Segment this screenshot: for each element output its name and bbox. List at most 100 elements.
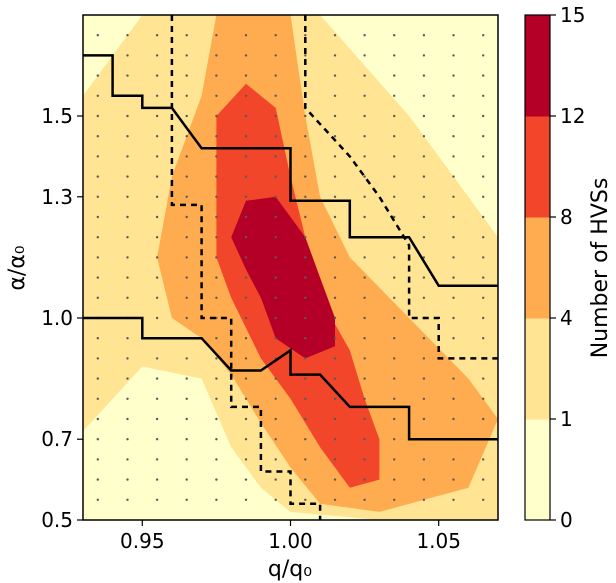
sample-dot (244, 195, 248, 198)
sample-dot (215, 74, 218, 77)
sample-dot (96, 276, 100, 279)
sample-dot (482, 54, 485, 57)
sample-dot (215, 337, 218, 340)
sample-dot (393, 337, 396, 340)
sample-dot (363, 74, 366, 77)
sample-dot (304, 316, 307, 320)
sample-dot (155, 54, 159, 57)
sample-dot (393, 417, 396, 421)
sample-dot (244, 215, 248, 219)
sample-dot (185, 175, 188, 178)
sample-dot (482, 175, 485, 178)
sample-dot (482, 256, 485, 259)
sample-dot (482, 478, 485, 481)
x-axis-ticks: 0.95 1.00 1.05 (120, 520, 461, 553)
sample-dot (185, 215, 188, 219)
sample-dot (422, 417, 426, 421)
sample-dot (185, 397, 188, 400)
x-axis-label: q/q₀ (268, 557, 312, 582)
sample-dot (274, 256, 277, 259)
sample-dot (185, 34, 188, 37)
sample-dot (333, 135, 337, 138)
colorbar-segment (525, 116, 550, 218)
sample-dot (393, 296, 396, 299)
sample-dot (482, 34, 485, 37)
sample-dot (155, 175, 159, 178)
y-tick-label: 1.0 (41, 306, 73, 330)
sample-dot (422, 256, 426, 259)
sample-dot (422, 74, 426, 77)
sample-dot (185, 316, 188, 320)
sample-dot (244, 135, 248, 138)
y-tick-label: 1.5 (41, 104, 73, 128)
sample-dot (422, 94, 426, 98)
sample-dot (363, 316, 366, 320)
sample-dot (363, 498, 366, 501)
sample-dot (393, 114, 396, 118)
sample-dot (96, 458, 100, 461)
sample-dot (452, 54, 455, 57)
sample-dot (244, 74, 248, 77)
sample-dot (274, 34, 277, 37)
sample-dot (126, 296, 129, 299)
sample-dot (185, 54, 188, 57)
sample-dot (422, 114, 426, 118)
sample-dot (452, 377, 455, 380)
sample-dot (274, 397, 277, 400)
solid-boundary-upper (83, 54, 498, 287)
sample-dot (185, 114, 188, 118)
sample-dot (274, 215, 277, 219)
sample-dot (215, 438, 218, 441)
sample-dot (244, 397, 248, 400)
sample-dot (452, 236, 455, 239)
sample-dot (155, 397, 159, 400)
sample-dot (393, 135, 396, 138)
sample-dot (482, 94, 485, 98)
sample-dot (185, 276, 188, 279)
sample-dot (274, 114, 277, 118)
sample-dot (422, 135, 426, 138)
sample-dot (363, 94, 366, 98)
sample-dot (185, 155, 188, 158)
sample-dot (363, 337, 366, 340)
sample-dot (393, 256, 396, 259)
sample-dot (422, 155, 426, 158)
sample-dot (215, 195, 218, 198)
sample-dot (96, 114, 100, 118)
sample-dot (452, 215, 455, 219)
sample-dot (126, 135, 129, 138)
sample-dot (155, 114, 159, 118)
sample-dot (333, 357, 337, 360)
sample-dot (422, 195, 426, 198)
sample-dot (126, 458, 129, 461)
sample-dot (452, 417, 455, 421)
colorbar-tick-label: 8 (560, 205, 573, 229)
dashed-boundary-right (304, 15, 498, 360)
sample-dot (452, 276, 455, 279)
sample-dot (452, 397, 455, 400)
sample-dot (215, 135, 218, 138)
y-axis-ticks: 0.5 0.7 1.0 1.3 1.5 (41, 104, 83, 532)
sample-dot (304, 458, 307, 461)
sample-dot (185, 135, 188, 138)
sample-dot (155, 276, 159, 279)
sample-dot (274, 438, 277, 441)
colorbar-tick-label: 0 (560, 508, 573, 532)
sample-dot (274, 296, 277, 299)
sample-dot (274, 175, 277, 178)
sample-dot (304, 498, 307, 501)
sample-dot (126, 478, 129, 481)
sample-dot (126, 276, 129, 279)
colorbar-tick-label: 4 (560, 306, 573, 330)
sample-dot (482, 498, 485, 501)
sample-dot (363, 256, 366, 259)
sample-dot (215, 296, 218, 299)
sample-dot (422, 276, 426, 279)
sample-dot (126, 397, 129, 400)
sample-dot (363, 195, 366, 198)
sample-dot (393, 94, 396, 98)
sample-dot (482, 276, 485, 279)
sample-dot (304, 135, 307, 138)
sample-dot (244, 54, 248, 57)
